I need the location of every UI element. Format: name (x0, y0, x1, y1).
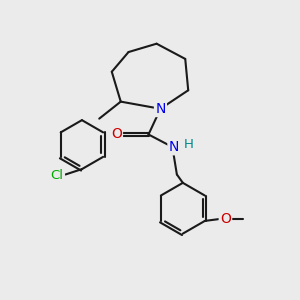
Text: Cl: Cl (51, 169, 64, 182)
Text: H: H (184, 137, 194, 151)
Text: N: N (155, 102, 166, 116)
Text: O: O (111, 128, 122, 142)
Text: N: N (169, 140, 179, 154)
Text: O: O (220, 212, 231, 226)
